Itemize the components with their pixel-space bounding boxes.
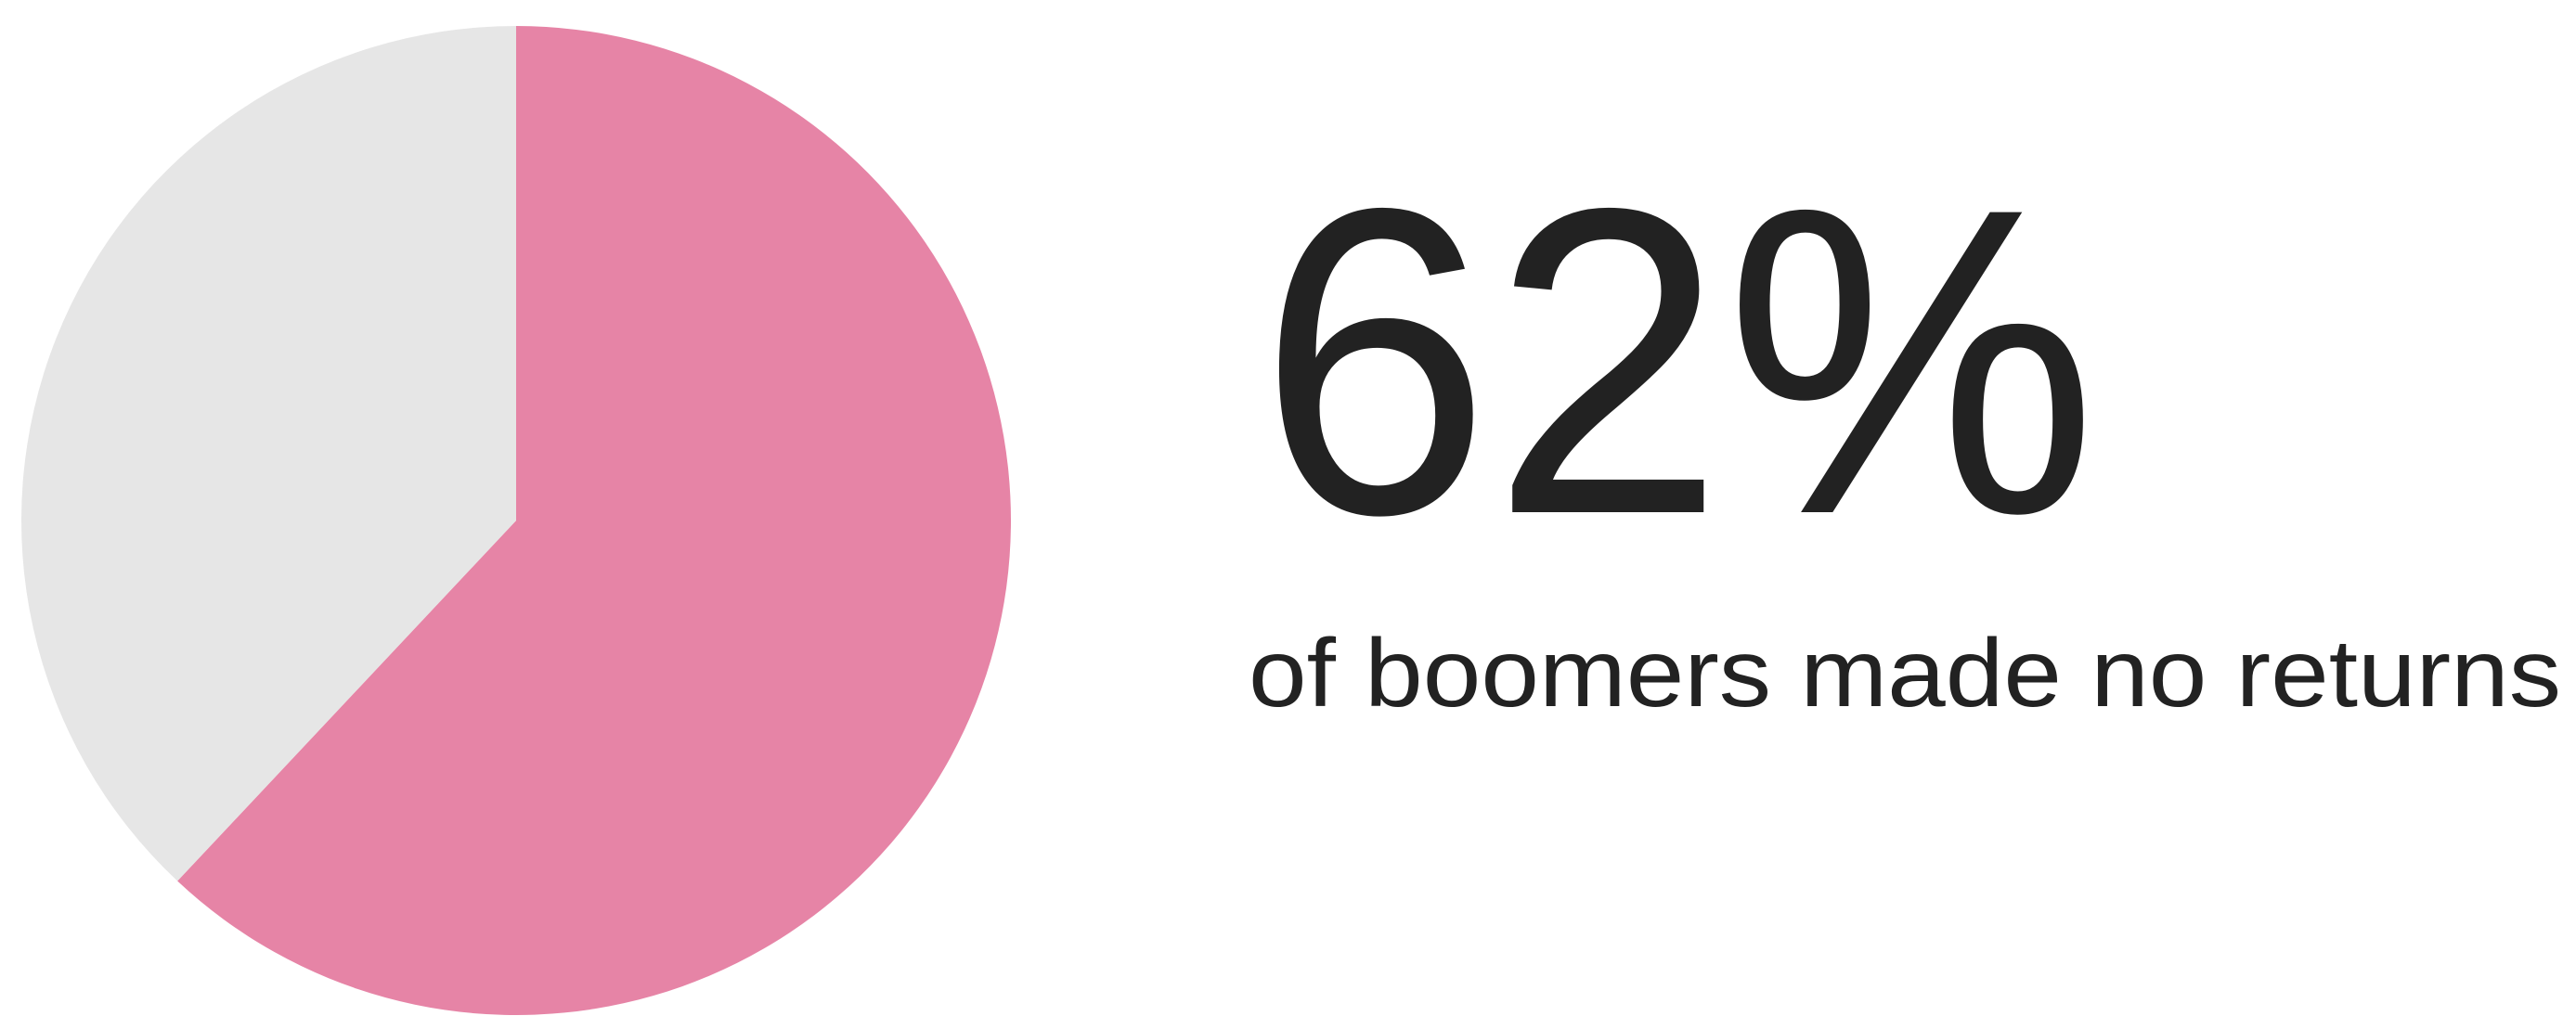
pie-slice	[21, 26, 516, 881]
pie	[21, 26, 1012, 1015]
pie-slice	[177, 26, 1012, 1015]
caption: of boomers made no returns	[1249, 620, 2561, 727]
headline-value: 62%	[1258, 118, 2098, 605]
